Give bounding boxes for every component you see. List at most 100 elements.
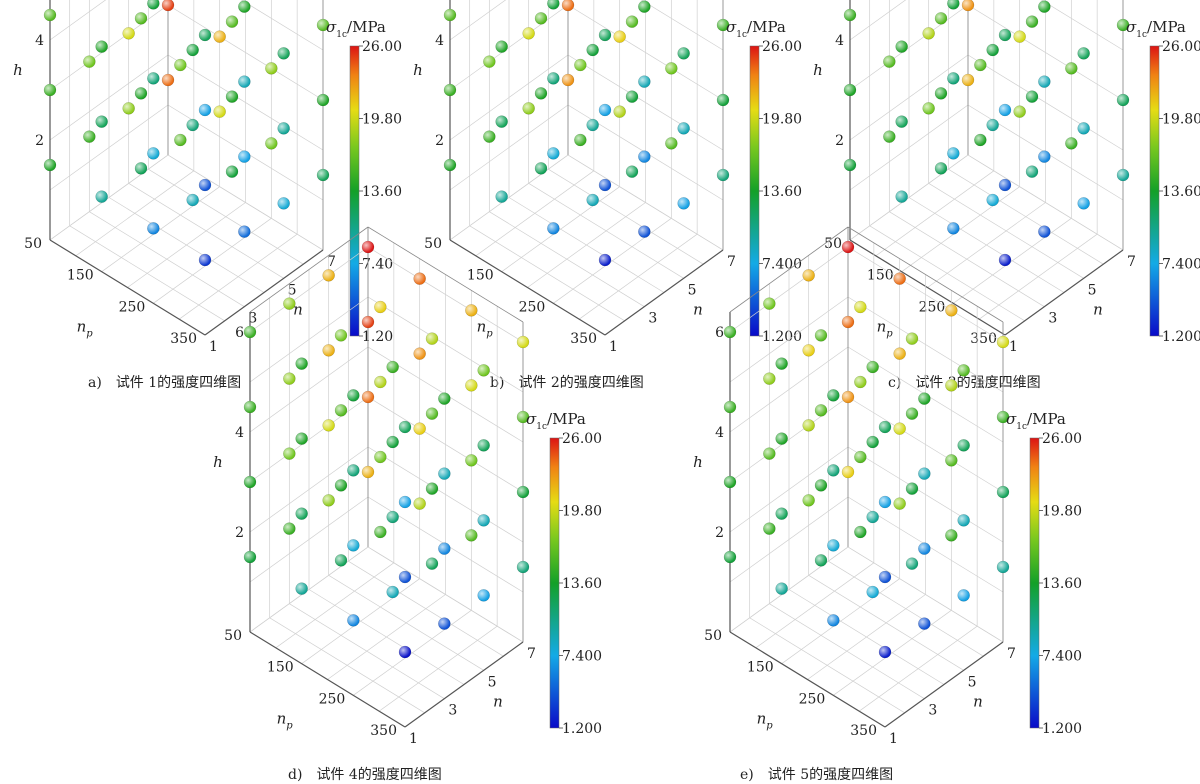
data-point-highlight (974, 134, 987, 146)
data-point-highlight (638, 150, 651, 163)
h-tick-label: 6 (235, 325, 244, 341)
n-tick-label: 3 (448, 703, 457, 719)
chart-panel-d: 2 4 6 50 150 250 350 1 3 5 7 h n p n 26.00 19.80 13.60 7.4… (200, 226, 602, 784)
data-points (243, 240, 530, 659)
data-point (495, 190, 508, 203)
data-point-highlight (906, 407, 918, 420)
gridline (967, 54, 1124, 151)
data-point-highlight (374, 526, 387, 538)
data-point (277, 47, 290, 60)
h-tick-label: 6 (715, 325, 724, 341)
data-point-highlight (147, 222, 160, 235)
data-point (316, 93, 330, 107)
data-point (895, 40, 908, 53)
data-point-highlight (517, 411, 529, 423)
data-point (361, 465, 375, 479)
data-point-highlight (775, 507, 788, 520)
data-point (516, 335, 530, 349)
gridline (567, 4, 724, 101)
data-point-highlight (945, 529, 958, 542)
data-point (465, 304, 478, 317)
data-point (893, 497, 906, 510)
colorbar-tick-label: 19.80 (762, 112, 802, 128)
np-axis-title: n (77, 318, 87, 336)
np-axis-title: n (877, 318, 887, 336)
h-tick-label: 2 (835, 133, 844, 149)
data-point-highlight (677, 197, 690, 210)
data-point-highlight (477, 439, 490, 452)
data-point-highlight (238, 150, 251, 163)
colorbar-tick-label: 26.00 (562, 431, 602, 447)
gridline (967, 4, 1124, 101)
caption-letter: c) (888, 375, 902, 391)
data-point (638, 0, 651, 13)
data-point (561, 0, 575, 12)
data-point-highlight (763, 522, 776, 535)
data-point (802, 419, 815, 432)
data-point (957, 364, 970, 377)
data-point (883, 130, 896, 143)
data-point-highlight (465, 304, 478, 317)
gridline (528, 183, 684, 279)
data-point (334, 479, 348, 492)
data-point (283, 372, 296, 385)
data-point (398, 495, 412, 509)
data-point-highlight (815, 404, 827, 417)
data-point-highlight (477, 364, 490, 377)
data-point (841, 465, 855, 479)
gridline (348, 560, 504, 657)
data-point-highlight (802, 269, 815, 282)
data-point-highlight (44, 84, 56, 96)
data-point (295, 357, 308, 370)
data-point (174, 58, 187, 72)
colorbar-title: σ1c/MPa (1006, 410, 1066, 432)
n-axis-title: n (293, 301, 303, 319)
np-axis-title: n (757, 710, 767, 728)
h-tick-label: 4 (835, 33, 844, 49)
data-point-highlight (322, 419, 335, 432)
gridline (128, 183, 284, 279)
figure-caption: b) 试件 2的强度四维图 (490, 372, 644, 392)
data-point-highlight (999, 179, 1011, 191)
data-point (477, 364, 490, 377)
data-point (638, 75, 651, 88)
data-point-highlight (413, 347, 426, 360)
data-point-highlight (438, 467, 451, 480)
box-edge (367, 226, 524, 323)
data-point-highlight (947, 0, 960, 10)
data-point-highlight (638, 0, 651, 13)
n-tick-label: 1 (209, 339, 218, 355)
gridline (249, 496, 369, 583)
data-point (918, 542, 931, 555)
data-point (438, 542, 451, 555)
data-point (134, 87, 148, 100)
data-point (866, 585, 879, 599)
gridline (729, 246, 849, 333)
data-point-highlight (893, 497, 906, 510)
data-point-highlight (1013, 30, 1026, 43)
gridline (849, 104, 969, 191)
data-point-highlight (199, 179, 211, 191)
data-point-highlight (244, 401, 256, 413)
data-point (516, 410, 530, 424)
data-point-highlight (362, 466, 374, 478)
data-point (841, 240, 855, 254)
data-point (347, 464, 360, 477)
data-point (1065, 62, 1078, 75)
colorbar-tick-label: 1.200 (1162, 329, 1200, 345)
data-point (574, 58, 587, 72)
data-point (802, 494, 815, 507)
data-point-highlight (535, 87, 547, 100)
data-point (598, 28, 612, 42)
h-tick-label: 4 (435, 33, 444, 49)
data-point-highlight (374, 451, 387, 463)
data-point (438, 617, 451, 630)
n-tick-label: 5 (1088, 282, 1097, 298)
data-point-highlight (827, 614, 840, 627)
data-point-highlight (1013, 105, 1026, 118)
colorbar-tick-label: 19.80 (1042, 504, 1082, 520)
colorbar: 26.00 19.80 13.60 7.40 1.20 σ1c/MPa (326, 18, 402, 345)
data-point-highlight (974, 59, 987, 71)
colorbar: 26.00 19.80 13.60 7.400 1.200 σ1c/MPa (1126, 18, 1200, 345)
data-point-highlight (335, 479, 347, 492)
